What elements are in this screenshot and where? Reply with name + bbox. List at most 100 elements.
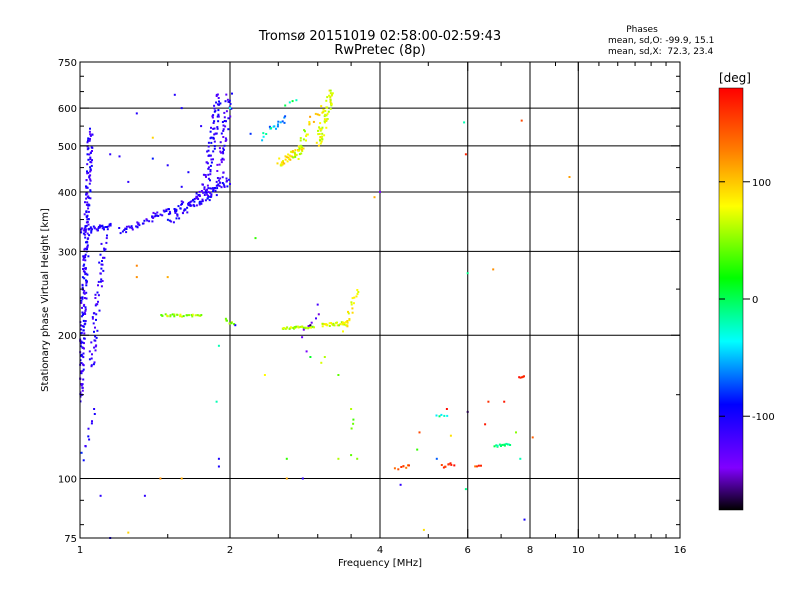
data-point (93, 346, 96, 349)
data-point (83, 229, 86, 232)
data-point (85, 197, 88, 200)
data-point (373, 196, 376, 199)
data-point (204, 174, 207, 177)
data-point (348, 318, 351, 320)
data-point (80, 340, 83, 343)
data-point (332, 324, 335, 327)
data-point (104, 248, 107, 251)
data-point (169, 212, 172, 215)
data-point (299, 146, 302, 149)
data-point (106, 226, 108, 228)
colorbar-tick-label: 100 (752, 178, 771, 189)
data-point (166, 164, 169, 167)
data-point (218, 147, 221, 150)
data-point (316, 303, 319, 306)
data-point (218, 184, 221, 187)
data-point (84, 273, 87, 276)
data-point (350, 454, 353, 457)
data-point (442, 466, 445, 469)
data-point (531, 436, 534, 439)
data-point (207, 167, 210, 170)
data-point (416, 448, 419, 451)
data-point (328, 322, 331, 325)
data-point (422, 528, 425, 531)
data-point (89, 189, 92, 192)
data-point (326, 118, 328, 121)
data-point (213, 104, 216, 107)
data-point (182, 201, 185, 204)
data-point (290, 326, 292, 329)
data-point (279, 163, 282, 166)
data-point (466, 272, 469, 275)
data-point (440, 413, 443, 416)
data-point (84, 247, 87, 250)
data-point (292, 156, 295, 159)
data-point (211, 116, 214, 119)
data-point (125, 231, 128, 234)
data-point (82, 268, 84, 270)
data-point (198, 190, 201, 193)
data-point (91, 353, 93, 356)
data-point (210, 126, 212, 129)
data-point (93, 361, 96, 364)
data-point (265, 133, 268, 135)
data-point (161, 314, 164, 317)
data-point (195, 192, 198, 195)
data-point (85, 186, 88, 189)
data-point (399, 483, 402, 486)
data-point (352, 418, 355, 421)
data-point (224, 125, 227, 128)
data-point (136, 226, 139, 229)
data-point (89, 226, 92, 229)
data-point (88, 350, 91, 353)
data-point (88, 358, 91, 361)
data-point (83, 263, 86, 266)
data-point (82, 325, 85, 328)
data-point (170, 220, 173, 223)
data-point (83, 227, 86, 230)
data-point (93, 408, 96, 410)
data-point (277, 123, 279, 126)
data-point (97, 227, 100, 229)
data-point (168, 219, 171, 222)
data-point (138, 224, 141, 227)
data-point (212, 158, 214, 161)
grid-lines (80, 62, 680, 538)
data-point (198, 203, 201, 206)
data-point (186, 211, 189, 214)
data-point (154, 212, 157, 215)
data-point (84, 308, 87, 311)
data-point (291, 151, 294, 154)
data-point (92, 225, 95, 228)
data-point (80, 451, 83, 454)
data-point (99, 226, 101, 229)
data-point (100, 278, 103, 281)
data-point (89, 168, 92, 171)
data-point (107, 225, 110, 228)
data-point (85, 297, 88, 300)
data-point (223, 185, 226, 187)
data-point (323, 115, 326, 118)
data-point (286, 160, 289, 163)
data-point (350, 408, 353, 410)
data-point (289, 158, 292, 161)
data-point (84, 322, 87, 325)
data-point (298, 153, 301, 156)
data-point (291, 100, 294, 103)
data-point (84, 256, 87, 259)
data-point (80, 362, 83, 364)
data-point (305, 350, 308, 353)
data-point (356, 289, 359, 291)
data-point (105, 241, 108, 244)
data-point (279, 121, 282, 124)
data-point (210, 141, 213, 144)
data-point (202, 173, 205, 176)
data-point (332, 322, 335, 325)
data-point (341, 323, 344, 326)
data-point (86, 218, 89, 221)
data-point (496, 444, 499, 447)
data-point (205, 161, 208, 164)
data-point (89, 178, 92, 181)
data-point (98, 261, 101, 264)
data-point (189, 201, 192, 203)
